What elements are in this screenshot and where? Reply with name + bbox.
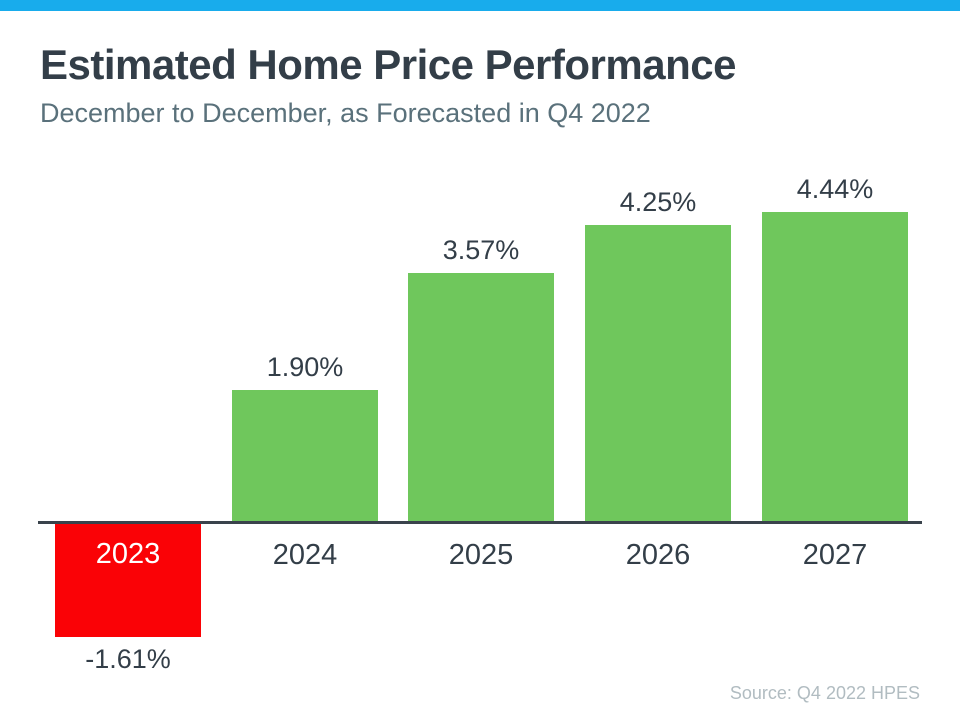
- bar-2025: [408, 273, 554, 523]
- value-label-2027: 4.44%: [796, 174, 874, 204]
- value-label-2023: -1.61%: [85, 644, 171, 674]
- bar-2027: [762, 212, 908, 523]
- category-label-2023: 2023: [95, 538, 161, 570]
- value-label-2025: 3.57%: [442, 235, 520, 265]
- x-axis-line: [38, 521, 922, 524]
- category-label-2026: 2026: [625, 539, 691, 571]
- source-note: Source: Q4 2022 HPES: [729, 683, 920, 703]
- top-accent-bar: [0, 0, 960, 11]
- value-label-2026: 4.25%: [619, 187, 697, 217]
- bar-2026: [585, 225, 731, 523]
- category-label-2025: 2025: [448, 539, 514, 571]
- category-label-2027: 2027: [802, 539, 868, 571]
- bar-2023: [55, 524, 201, 637]
- page-subtitle: December to December, as Forecasted in Q…: [40, 98, 651, 128]
- value-label-2024: 1.90%: [266, 352, 344, 382]
- bar-2024: [232, 390, 378, 523]
- page-title: Estimated Home Price Performance: [40, 41, 736, 88]
- category-label-2024: 2024: [272, 539, 338, 571]
